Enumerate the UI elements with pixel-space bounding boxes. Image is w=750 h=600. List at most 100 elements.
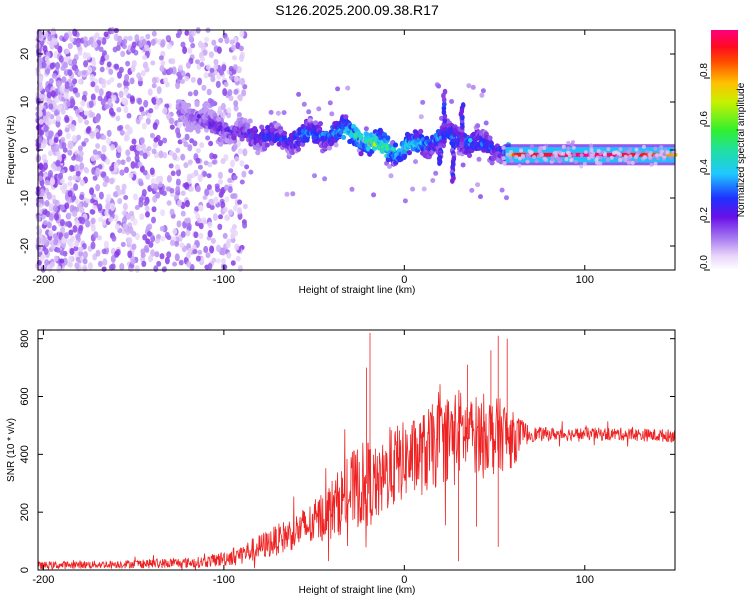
spectral-cell	[53, 110, 59, 117]
spectral-cell	[582, 162, 587, 166]
spectral-cell	[224, 184, 229, 191]
spectral-cell	[164, 231, 170, 239]
spectral-cell	[169, 208, 175, 216]
spectral-cell	[217, 223, 223, 230]
spectral-cell	[618, 147, 623, 152]
spectral-cell	[236, 112, 242, 118]
spectral-cell	[68, 229, 74, 236]
spectral-cell	[50, 261, 55, 268]
tonal-line-cell	[517, 152, 521, 157]
spectral-cell	[633, 158, 638, 163]
spectral-cell	[402, 153, 408, 159]
spectral-cell	[103, 31, 109, 38]
spectral-cell	[517, 163, 522, 168]
spectral-cell	[509, 158, 514, 163]
spectral-cell	[209, 245, 215, 254]
spectral-cell	[200, 56, 205, 63]
spectral-cell	[56, 265, 62, 273]
spectral-cell	[189, 186, 195, 192]
spectral-cell	[206, 88, 212, 96]
spectral-cell	[532, 155, 537, 159]
spectral-cell	[186, 261, 192, 268]
spectral-cell	[112, 191, 118, 198]
y-tick-label: -20	[19, 238, 31, 254]
spectral-cell	[162, 151, 168, 159]
spectral-cell	[475, 182, 481, 188]
spectral-cell	[144, 66, 150, 73]
spectral-cell	[187, 144, 193, 152]
spectral-cell	[49, 40, 55, 49]
spectral-cell	[67, 123, 73, 129]
spectral-cell	[653, 146, 658, 151]
spectral-cell	[195, 59, 200, 65]
spectral-cell	[176, 132, 182, 139]
spectral-cell	[114, 223, 120, 231]
spectral-cell	[177, 28, 183, 36]
spectral-cell	[84, 119, 90, 125]
spectral-cell	[107, 98, 113, 106]
tonal-line-cell	[509, 152, 513, 157]
spectral-cell	[658, 152, 663, 157]
spectral-cell	[54, 212, 59, 221]
spectral-cell	[120, 241, 126, 248]
spectral-cell	[595, 160, 599, 165]
spectral-cell	[106, 129, 112, 137]
spectral-cell	[406, 150, 412, 156]
spectral-cell	[50, 194, 56, 201]
spectral-cell	[169, 239, 175, 246]
spectral-cell	[227, 209, 233, 216]
spectral-cell	[197, 164, 203, 170]
spectral-cell	[183, 141, 189, 148]
spectral-cell	[579, 164, 584, 169]
spectral-cell	[67, 149, 73, 156]
spectral-cell	[140, 70, 146, 77]
spectral-cell	[119, 169, 125, 176]
spectral-cell	[128, 226, 134, 234]
spectral-cell	[83, 60, 89, 68]
spectral-cell	[648, 155, 653, 160]
spectral-cell	[583, 150, 588, 155]
y-tick-label: 400	[19, 445, 31, 463]
spectral-cell	[627, 155, 632, 160]
spectral-cell	[91, 60, 97, 67]
spectral-cell	[54, 143, 60, 152]
spectral-cell	[127, 126, 133, 135]
spectral-cell	[183, 162, 189, 169]
spectral-cell	[102, 181, 108, 188]
colorbar-tick-label: 0.8	[699, 63, 710, 77]
spectral-cell	[124, 81, 130, 87]
spectral-cell	[660, 149, 665, 154]
spectral-cell	[44, 55, 50, 62]
spectral-cell	[134, 204, 140, 211]
spectral-cell	[313, 120, 319, 126]
spectral-cell	[101, 134, 107, 140]
spectral-cell	[53, 38, 58, 46]
spectral-cell	[38, 119, 44, 125]
spectral-cell	[166, 174, 172, 183]
spectral-cell	[450, 177, 455, 184]
spectral-cell	[72, 58, 77, 66]
spectral-cell	[460, 162, 466, 168]
spectral-cell	[75, 39, 81, 48]
spectral-cell	[195, 157, 201, 164]
spectral-cell	[101, 37, 107, 45]
spectral-cell	[165, 35, 171, 41]
spectral-cell	[72, 87, 78, 94]
spectral-cell	[143, 244, 149, 252]
spectral-cell	[502, 160, 507, 165]
spectral-cell	[207, 97, 213, 104]
spectral-cell	[59, 84, 65, 92]
spectral-cell	[46, 221, 52, 229]
spectral-cell	[116, 106, 122, 113]
spectral-cell	[123, 105, 129, 114]
spectral-cell	[233, 100, 239, 107]
spectral-cell	[163, 77, 169, 84]
spectral-cell	[231, 44, 236, 51]
spectral-cell	[85, 219, 91, 228]
spectral-cell	[62, 257, 68, 266]
tonal-line-cell	[668, 152, 672, 157]
spectral-cell	[544, 157, 548, 162]
spectral-cell	[110, 144, 116, 151]
spectral-cell	[78, 150, 84, 157]
tonal-line-cell	[576, 152, 580, 157]
